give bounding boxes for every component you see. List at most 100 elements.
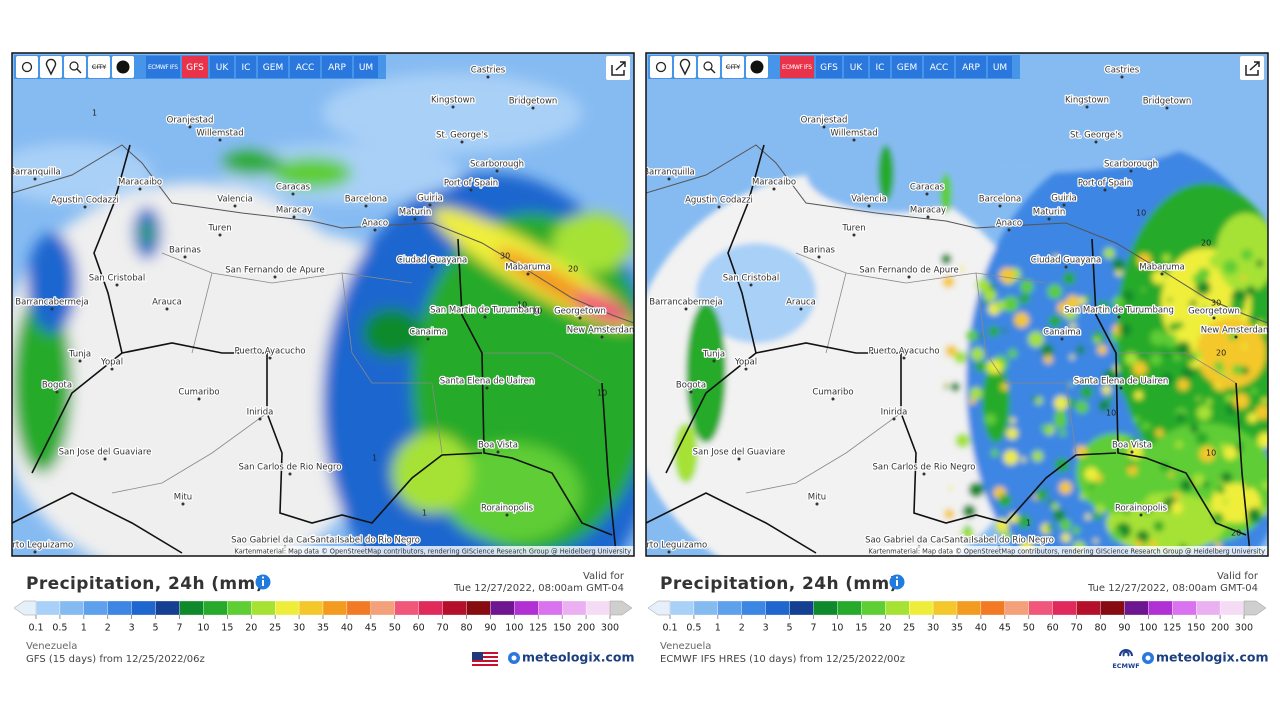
model-button[interactable] — [146, 56, 180, 78]
flag-stripe — [472, 658, 498, 660]
model-button[interactable] — [290, 56, 320, 78]
model-label[interactable]: GFS — [186, 63, 204, 73]
city-dot — [1129, 169, 1133, 173]
precip-area — [322, 73, 582, 153]
model-button[interactable] — [182, 56, 208, 78]
precip-cell — [1093, 538, 1099, 544]
refresh-button[interactable] — [16, 56, 38, 78]
info-icon-dot — [895, 576, 899, 579]
model-button[interactable] — [780, 56, 814, 78]
city-dot — [33, 550, 37, 554]
location-button[interactable] — [674, 56, 696, 78]
model-label[interactable]: ARP — [328, 63, 346, 73]
model-button[interactable] — [844, 56, 868, 78]
city-dot — [218, 233, 222, 237]
precip-cell — [1097, 344, 1108, 355]
city-label: Georgetown — [1188, 307, 1240, 317]
model-label[interactable]: ACC — [930, 63, 949, 73]
precip-cell — [1228, 414, 1239, 425]
model-label[interactable]: ACC — [296, 63, 315, 73]
precip-cell — [1098, 492, 1109, 503]
precipitation-field — [646, 93, 1268, 556]
scale-label: 125 — [1163, 623, 1181, 634]
city-dot — [1047, 217, 1051, 221]
city-button[interactable] — [88, 56, 110, 78]
city-label: Caracas — [910, 183, 945, 193]
precip-cell — [1173, 491, 1181, 500]
model-button[interactable] — [258, 56, 288, 78]
state-border — [431, 382, 443, 454]
flag-stripe — [472, 664, 498, 666]
city-dot — [744, 367, 748, 371]
city-label: Puerto Leguizamo — [0, 541, 73, 551]
model-label[interactable]: IC — [242, 63, 251, 73]
model-label[interactable]: UK — [216, 63, 230, 73]
model-label[interactable]: ARP — [962, 63, 980, 73]
precip-cell — [1125, 481, 1136, 492]
city-button[interactable] — [722, 56, 744, 78]
model-label[interactable]: GEM — [897, 63, 917, 73]
city-dot — [1120, 75, 1124, 79]
city-dot — [1094, 140, 1098, 144]
city-toggle[interactable]: CITY — [92, 63, 106, 71]
precip-cell — [1175, 440, 1183, 449]
brand[interactable]: meteologix.com — [522, 650, 634, 665]
scale-label: 10 — [197, 623, 209, 634]
weather-panel: Castries Kingstown Bridgetown Oranjestad Wil… — [645, 52, 1269, 670]
location-button[interactable] — [40, 56, 62, 78]
scale-color — [1219, 600, 1245, 616]
model-button[interactable] — [924, 56, 954, 78]
scale-color — [980, 600, 1005, 616]
model-label[interactable]: UK — [850, 63, 864, 73]
city-dot — [902, 356, 906, 360]
city-toggle[interactable]: CITY — [726, 63, 740, 71]
scale-label: 100 — [505, 623, 523, 634]
provider-label: ECMWF — [1112, 662, 1139, 670]
model-button[interactable] — [988, 56, 1012, 78]
model-button[interactable] — [210, 56, 234, 78]
country-border — [1235, 382, 1251, 554]
precip-cell — [1167, 297, 1173, 303]
model-button[interactable] — [892, 56, 922, 78]
precip-cell — [1233, 313, 1239, 319]
model-button[interactable] — [870, 56, 890, 78]
scale-label: 20 — [245, 623, 257, 634]
brand[interactable]: meteologix.com — [1156, 650, 1268, 665]
city-label: Oranjestad — [167, 116, 214, 126]
model-label[interactable]: UM — [993, 63, 1007, 73]
zoom-button[interactable] — [64, 56, 86, 78]
city-dot — [110, 367, 114, 371]
city-label: Valencia — [217, 195, 253, 205]
precip-cell — [1124, 352, 1138, 366]
model-label[interactable]: ECMWF IFS — [782, 64, 812, 71]
model-label[interactable]: ECMWF IFS — [148, 64, 178, 71]
model-label[interactable]: IC — [876, 63, 885, 73]
zoom-button[interactable] — [698, 56, 720, 78]
model-label[interactable]: GFS — [820, 63, 838, 73]
model-button[interactable] — [956, 56, 986, 78]
city-dot — [1085, 105, 1089, 109]
city-dot — [505, 513, 509, 517]
precip-cell — [1150, 329, 1166, 346]
city-label: St. George's — [436, 131, 488, 141]
precip-cell — [1212, 474, 1218, 479]
city-label: Barrancabermeja — [649, 298, 722, 308]
model-label[interactable]: UM — [359, 63, 373, 73]
model-button[interactable] — [236, 56, 256, 78]
model-label[interactable]: GEM — [263, 63, 283, 73]
model-button[interactable] — [816, 56, 842, 78]
model-button[interactable] — [354, 56, 378, 78]
model-button[interactable] — [322, 56, 352, 78]
precip-area — [272, 157, 352, 189]
precip-cell — [1102, 436, 1110, 444]
precip-cell — [1061, 533, 1071, 543]
city-dot — [428, 203, 432, 207]
scale-color — [83, 600, 108, 616]
refresh-button[interactable] — [650, 56, 672, 78]
state-border — [745, 412, 902, 494]
city-label: Maturin — [399, 208, 432, 218]
precip-cell — [1180, 479, 1193, 492]
scale-label: 1 — [715, 623, 721, 634]
precip-cell — [1118, 323, 1132, 337]
city-label: St. George's — [1070, 131, 1122, 141]
